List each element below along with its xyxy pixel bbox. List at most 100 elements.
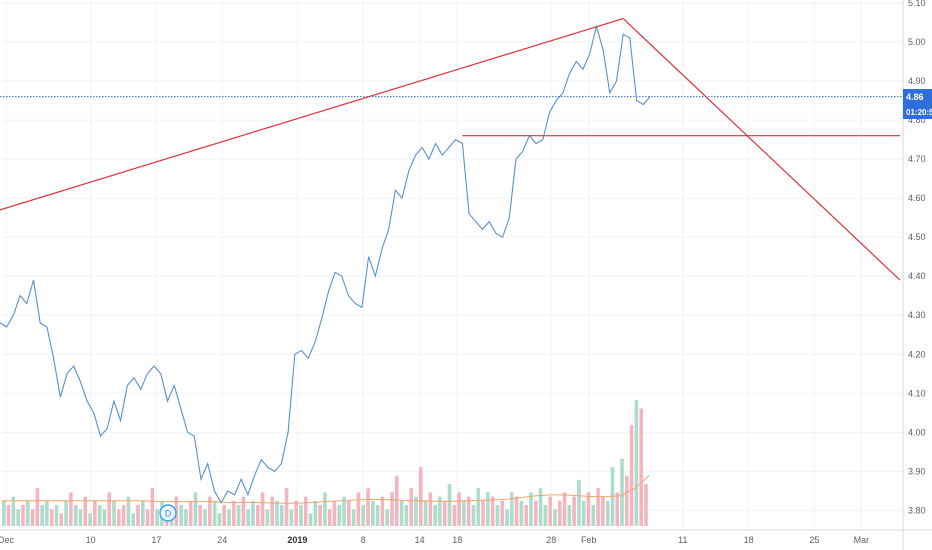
volume-bar (447, 484, 452, 526)
volume-bar (500, 500, 505, 526)
volume-bar (212, 500, 217, 526)
volume-bar (572, 496, 576, 526)
volume-bar (414, 496, 418, 526)
x-tick-label: 10 (86, 535, 96, 545)
volume-bar (136, 505, 140, 526)
volume-bar (438, 496, 442, 526)
volume-bar (265, 509, 270, 526)
volume-bar (409, 488, 413, 526)
time-axis[interactable]: Dec 10 17 24 2019 8 14 18 28 Feb 11 18 25 Mar (0, 535, 869, 545)
x-tick-label: 17 (151, 535, 161, 545)
volume-bar (308, 513, 313, 526)
volume-moving-average (2, 475, 650, 504)
volume-bar (332, 500, 337, 526)
trend-line[interactable] (0, 18, 624, 211)
volume-bar (394, 475, 399, 526)
y-tick-label: 4.70 (908, 154, 926, 164)
volume-bar (471, 505, 476, 526)
trend-line[interactable] (622, 18, 901, 281)
volume-bar (562, 492, 567, 526)
volume-bar (184, 509, 188, 526)
volume-bar (586, 492, 591, 526)
volume-bar (543, 505, 548, 526)
volume-bar (615, 492, 620, 526)
volume-bar (188, 500, 193, 526)
volume-bar (49, 509, 54, 526)
volume-bar (371, 500, 375, 526)
volume-bar (548, 496, 552, 526)
volume-bar (121, 505, 126, 526)
dividend-marker-icon[interactable] (159, 504, 177, 522)
volume-bar (150, 488, 155, 526)
volume-bar (337, 505, 342, 526)
y-tick-label: 4.40 (908, 271, 926, 281)
y-tick-label: 4.10 (908, 388, 926, 398)
y-tick-label: 4.00 (908, 427, 926, 437)
last-price-badge-bg (903, 89, 932, 119)
trend-lines[interactable] (0, 18, 901, 281)
volume-bar (457, 492, 461, 526)
price-series-line[interactable] (0, 24, 651, 504)
x-tick-label: 24 (217, 535, 227, 545)
volume-bar (404, 505, 409, 526)
x-tick-label: 28 (546, 535, 556, 545)
volume-bar (313, 500, 318, 526)
volume-bar (625, 475, 629, 526)
y-tick-label: 4.50 (908, 232, 926, 242)
bar-countdown-label: 01:20:5 (906, 108, 932, 117)
x-tick-label: Mar (854, 535, 870, 545)
price-axis[interactable]: 5.10 5.00 4.90 4.80 4.70 4.60 4.50 4.40 4.30 4.20… (908, 0, 926, 515)
x-tick-label: 11 (678, 535, 687, 545)
volume-bar (232, 500, 236, 526)
volume-bar (102, 509, 107, 526)
volume-bar (21, 505, 25, 526)
volume-bar (538, 488, 543, 526)
volume-bar (2, 500, 6, 526)
volume-bar (553, 509, 557, 526)
volume-bar (620, 458, 624, 526)
volume-bar (605, 500, 610, 526)
volume-bar (347, 500, 351, 526)
x-tick-label: Dec (0, 535, 14, 545)
volume-bar (6, 505, 11, 526)
dividend-marker[interactable]: D (159, 504, 177, 522)
volume-bar (251, 500, 255, 526)
volume-bar (596, 488, 600, 526)
volume-bar (380, 496, 385, 526)
volume-bar (366, 488, 370, 526)
volume-bar (16, 509, 20, 526)
volume-bar (236, 505, 241, 526)
y-tick-label: 4.90 (908, 76, 926, 86)
y-tick-label: 3.80 (908, 505, 926, 515)
last-price-badge: 4.86 01:20:5 (903, 89, 932, 119)
volume-bar (385, 509, 389, 526)
grid (0, 0, 903, 530)
volume-bar (490, 496, 495, 526)
volume-bar (270, 496, 274, 526)
volume-bar (30, 509, 35, 526)
volume-bar (279, 505, 284, 526)
volume-bar (289, 509, 294, 526)
volume-bar (428, 492, 433, 526)
volume-bar (644, 484, 648, 526)
volume-bar (601, 496, 605, 526)
dividend-marker-label: D (165, 509, 172, 519)
volume-bar (466, 496, 471, 526)
x-tick-label: 8 (361, 535, 366, 545)
volume-bar (529, 492, 533, 526)
volume-bar (356, 492, 361, 526)
volume-bar (519, 500, 524, 526)
volume-bar (495, 505, 500, 526)
volume-bar (45, 500, 49, 526)
volume-bar (203, 509, 207, 526)
volume-bar (510, 492, 514, 526)
volume-bar (505, 509, 509, 526)
volume-bar (351, 509, 356, 526)
volume-bar (323, 492, 327, 526)
volume-bar (591, 505, 596, 526)
volume-bar (241, 496, 246, 526)
volume-bar (117, 509, 121, 526)
volume-bar (88, 513, 92, 526)
volume-bar (193, 492, 198, 526)
